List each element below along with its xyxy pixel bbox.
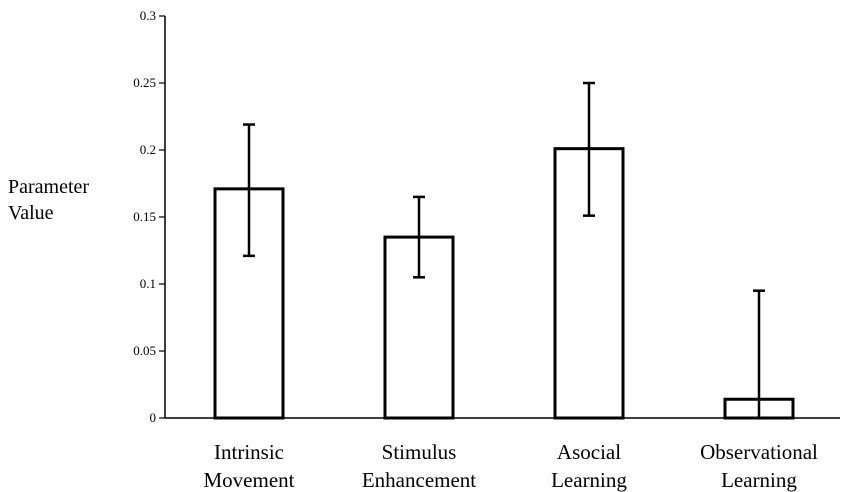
y-tick-label: 0 — [150, 410, 157, 425]
x-category-label: Stimulus — [382, 440, 457, 464]
y-axis-label: Value — [8, 202, 54, 224]
y-tick-label: 0.25 — [133, 75, 156, 90]
y-tick-label: 0.15 — [133, 209, 156, 224]
x-category-label: Asocial — [557, 440, 621, 464]
y-axis-label: Parameter — [8, 176, 89, 198]
x-category-label: Intrinsic — [214, 440, 284, 464]
y-tick-label: 0.05 — [133, 343, 156, 358]
x-category-label: Movement — [204, 468, 295, 492]
x-category-label: Observational — [700, 440, 818, 464]
y-tick-label: 0.1 — [140, 276, 156, 291]
x-category-label: Learning — [551, 468, 627, 492]
labels: 0 0.05 0.1 0.15 0.2 0.25 0.3 Intrinsic Movement S… — [8, 8, 818, 492]
x-category-label: Enhancement — [362, 468, 476, 492]
y-tick-label: 0.3 — [140, 8, 156, 23]
x-category-label: Learning — [721, 468, 797, 492]
y-tick-label: 0.2 — [140, 142, 156, 157]
bars — [213, 147, 795, 420]
error-bars — [243, 81, 765, 420]
